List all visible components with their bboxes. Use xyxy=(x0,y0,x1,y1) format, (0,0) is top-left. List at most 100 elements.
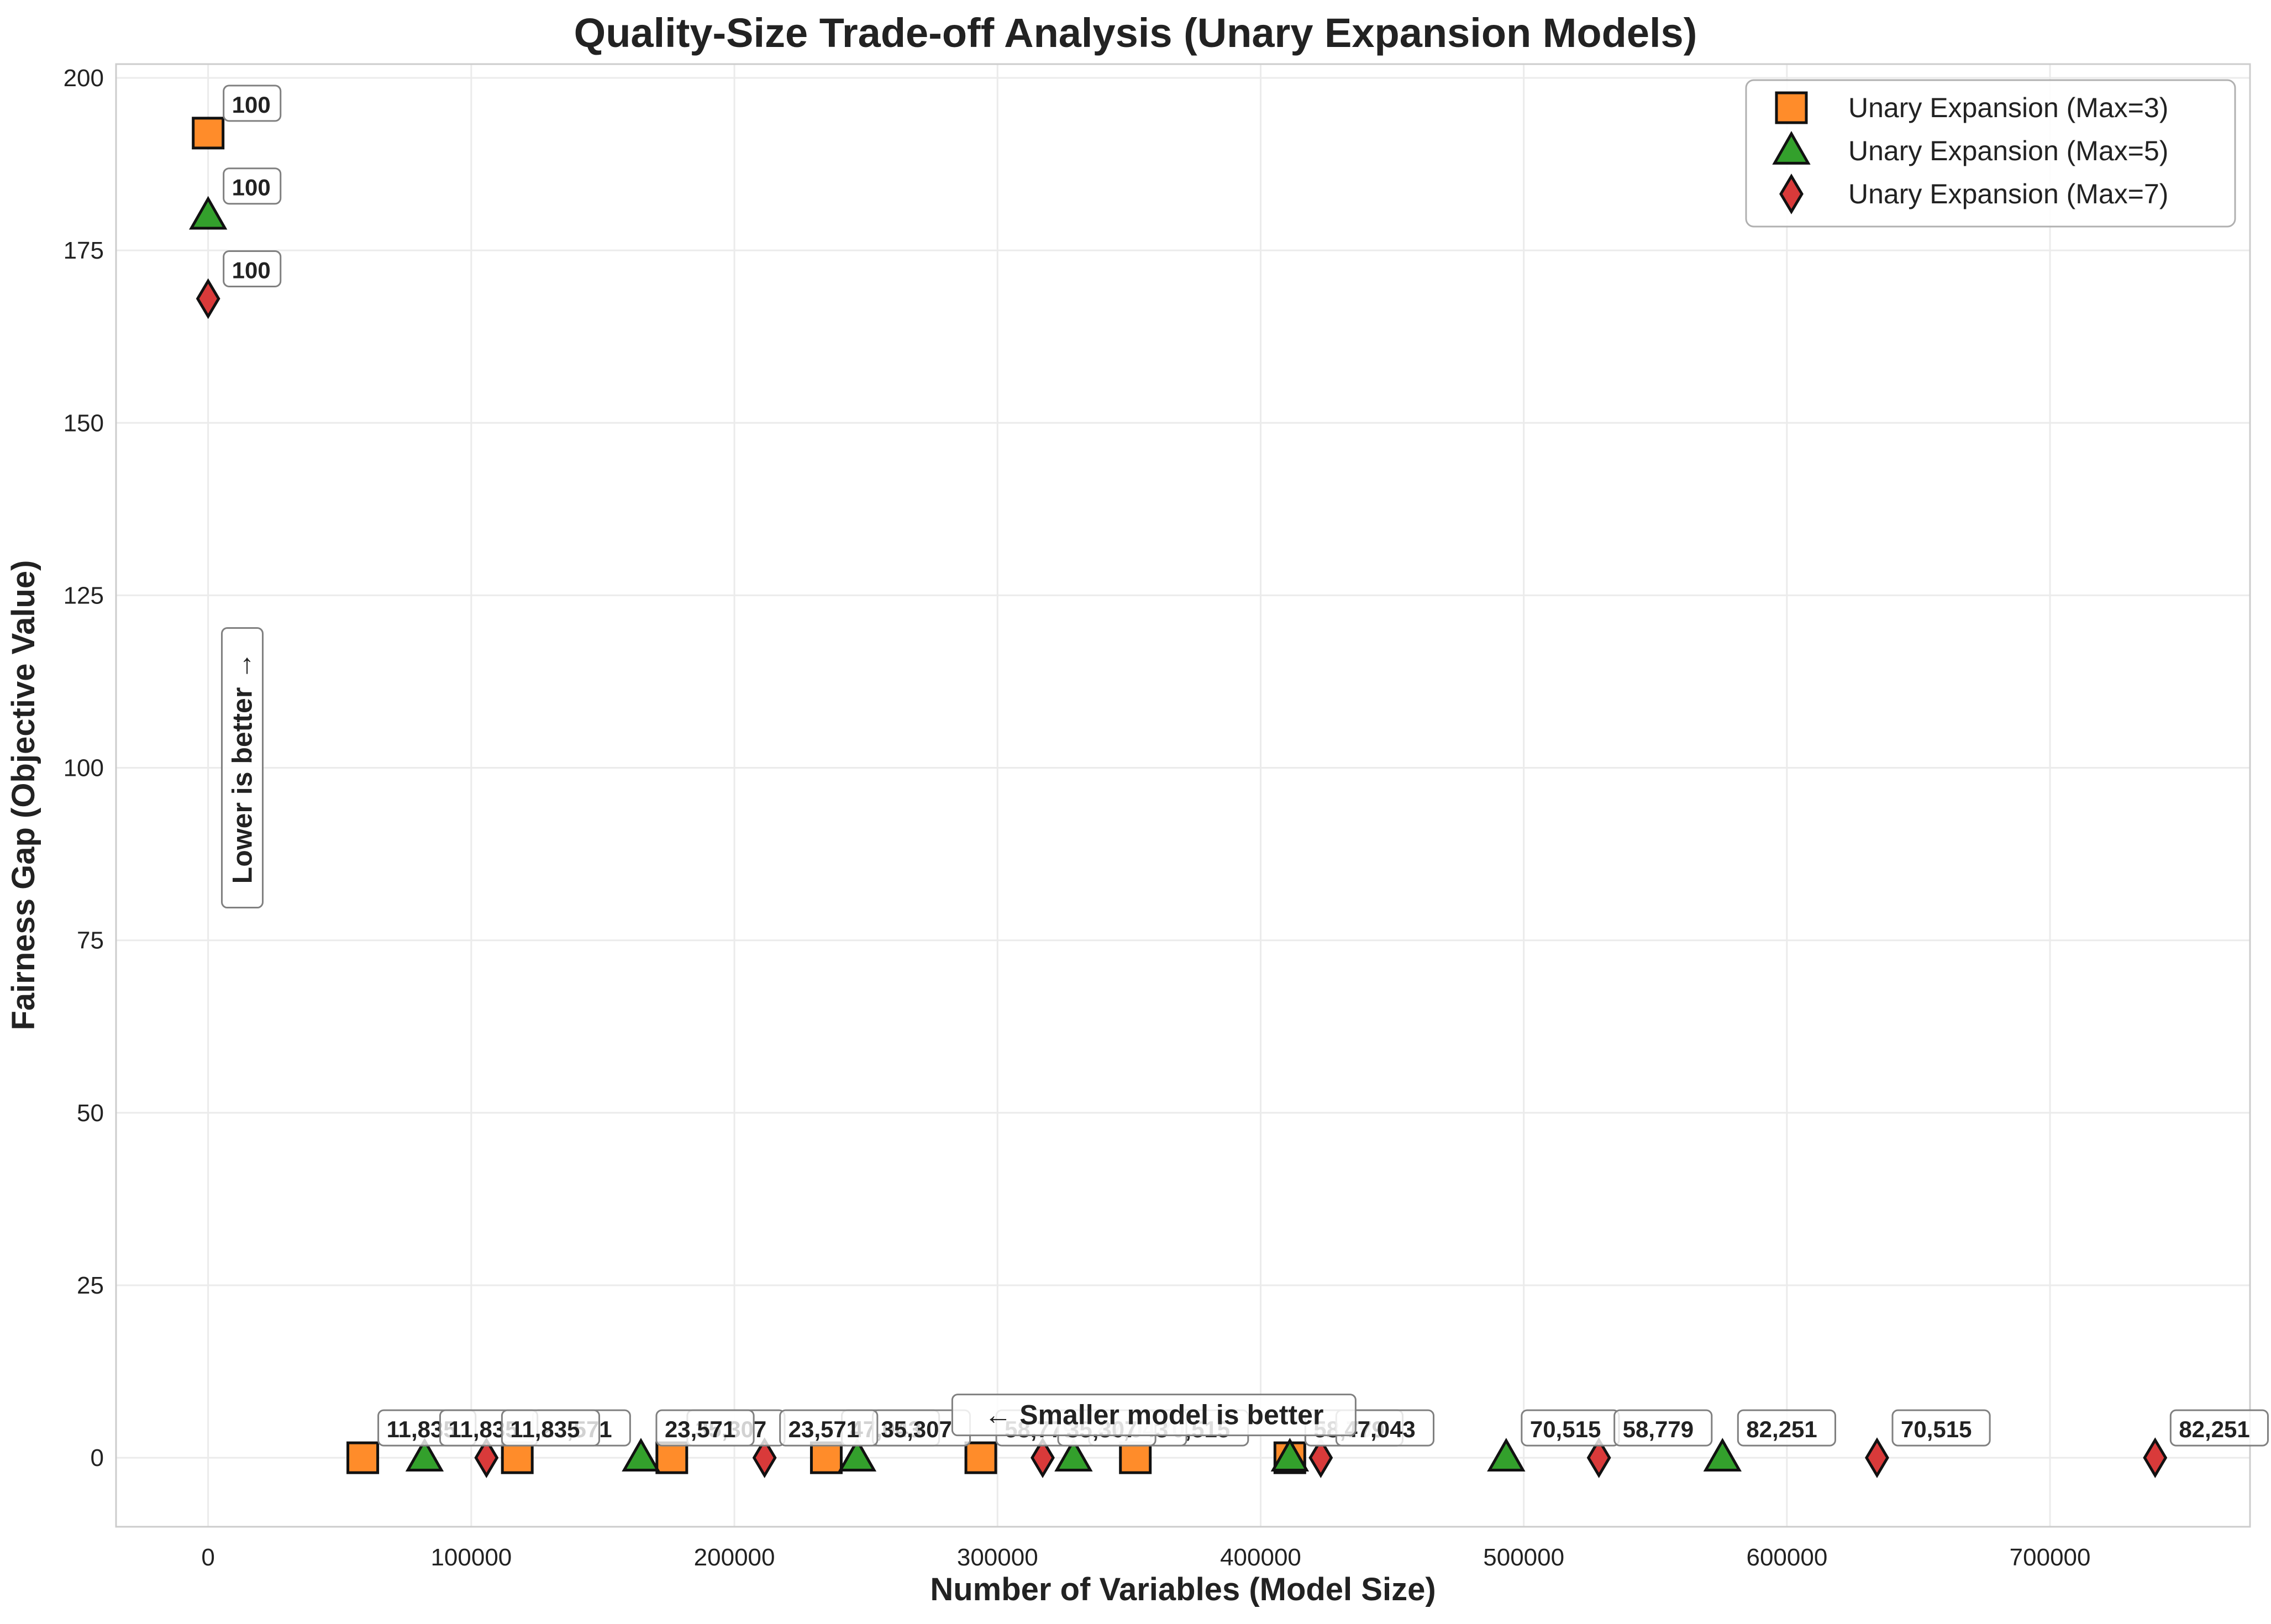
diamond-point xyxy=(1031,1437,1055,1479)
label-box xyxy=(655,1409,755,1447)
triangle-point xyxy=(188,196,228,230)
label-box xyxy=(223,250,282,288)
diamond-point xyxy=(752,1437,777,1479)
annotation-text: ← Smaller model is better xyxy=(984,1400,1323,1431)
label-text: 23,571 xyxy=(665,1416,735,1442)
y-tick-label: 75 xyxy=(77,927,104,954)
square-point xyxy=(501,1441,534,1474)
diamond-point xyxy=(1865,1437,1889,1479)
legend-triangle-icon xyxy=(1772,130,1811,165)
triangle-point xyxy=(622,1438,660,1471)
diamond-point xyxy=(196,278,220,319)
y-tick-label: 150 xyxy=(64,409,104,437)
diamond-point xyxy=(1586,1437,1611,1479)
x-tick-label: 100000 xyxy=(430,1544,512,1571)
data-label: 70,515 xyxy=(1521,1409,1620,1447)
label-text: 100 xyxy=(232,175,271,201)
annotation-text: Lower is better → xyxy=(227,652,257,884)
square-point xyxy=(964,1441,997,1474)
data-label: 35,307 xyxy=(871,1409,971,1447)
data-label: 70,515 xyxy=(1891,1409,1991,1447)
legend-square-icon xyxy=(1775,91,1808,124)
label-box xyxy=(779,1409,879,1447)
label-box xyxy=(223,85,282,122)
annotation-smaller-is-better: ← Smaller model is better xyxy=(951,1394,1357,1437)
y-axis-ticks: 0 25 50 75 100 125 150 175 200 xyxy=(64,65,104,1471)
legend: Unary Expansion (Max=3) Unary Expansion (… xyxy=(1745,79,2236,228)
y-tick-label: 0 xyxy=(91,1444,104,1471)
data-label: 100 xyxy=(223,85,282,122)
label-text: 100 xyxy=(232,92,271,118)
y-tick-label: 200 xyxy=(64,65,104,92)
series-max-7 xyxy=(196,278,2168,1479)
legend-diamond-icon xyxy=(1779,174,1804,214)
x-tick-label: 0 xyxy=(201,1544,214,1571)
data-label: 82,251 xyxy=(2169,1409,2269,1447)
label-text: 82,251 xyxy=(1746,1416,1817,1442)
legend-entry: Unary Expansion (Max=7) xyxy=(1779,174,2168,214)
triangle-point xyxy=(405,1438,444,1471)
label-text: 23,571 xyxy=(788,1416,859,1442)
x-tick-label: 500000 xyxy=(1483,1544,1564,1571)
x-axis-label: Number of Variables (Model Size) xyxy=(930,1572,1436,1607)
square-point xyxy=(655,1441,688,1474)
triangle-point xyxy=(1054,1438,1093,1471)
y-tick-label: 100 xyxy=(64,755,104,782)
square-point xyxy=(346,1441,380,1474)
x-axis-ticks: 0 100000 200000 300000 400000 500000 600000 700… xyxy=(201,1544,2090,1571)
triangle-point xyxy=(1487,1438,1526,1471)
legend-entry: Unary Expansion (Max=5) xyxy=(1772,130,2168,166)
label-box xyxy=(1613,1409,1713,1447)
label-box xyxy=(501,1409,601,1447)
diamond-point xyxy=(2143,1437,2168,1479)
label-box xyxy=(2169,1409,2269,1447)
legend-label: Unary Expansion (Max=7) xyxy=(1848,178,2168,209)
label-text: 82,251 xyxy=(2179,1416,2249,1442)
x-tick-label: 300000 xyxy=(957,1544,1038,1571)
square-point xyxy=(192,117,225,150)
chart-title: Quality-Size Trade-off Analysis (Unary E… xyxy=(574,10,1697,56)
annotation-lower-is-better: Lower is better → xyxy=(220,627,264,909)
data-label: 58,779 xyxy=(1613,1409,1713,1447)
annotation-box xyxy=(951,1394,1357,1437)
data-label: 100 xyxy=(223,167,282,205)
legend-label: Unary Expansion (Max=5) xyxy=(1848,135,2168,166)
y-tick-label: 175 xyxy=(64,237,104,264)
series-max-5 xyxy=(188,196,1742,1471)
data-label: 11,835 xyxy=(501,1409,601,1447)
x-tick-label: 200000 xyxy=(694,1544,775,1571)
y-tick-label: 25 xyxy=(77,1272,104,1299)
label-box xyxy=(1737,1409,1836,1447)
label-text: 70,515 xyxy=(1530,1416,1601,1442)
label-text: 35,307 xyxy=(881,1416,951,1442)
label-text: 70,515 xyxy=(1901,1416,1972,1442)
annotation-box xyxy=(220,627,264,909)
data-label: 23,571 xyxy=(655,1409,755,1447)
x-tick-label: 400000 xyxy=(1220,1544,1301,1571)
triangle-point xyxy=(1270,1438,1310,1471)
plot-area xyxy=(115,63,2251,1528)
triangle-point xyxy=(1703,1438,1742,1471)
legend-label: Unary Expansion (Max=3) xyxy=(1848,92,2168,123)
data-label: 23,571 xyxy=(779,1409,879,1447)
label-box xyxy=(223,167,282,205)
square-point xyxy=(1119,1441,1152,1474)
data-label: 100 xyxy=(223,250,282,288)
x-tick-label: 600000 xyxy=(1746,1544,1827,1571)
triangle-point xyxy=(838,1438,877,1471)
y-tick-label: 125 xyxy=(64,582,104,609)
label-text: 100 xyxy=(232,257,271,283)
gridlines xyxy=(116,64,2250,1527)
annotations: Lower is better → ← Smaller model is bett… xyxy=(220,627,1357,1437)
legend-entry: Unary Expansion (Max=3) xyxy=(1775,91,2168,124)
label-box xyxy=(1891,1409,1991,1447)
y-axis-label: Fairness Gap (Objective Value) xyxy=(6,560,41,1031)
square-point xyxy=(809,1441,843,1474)
x-tick-label: 700000 xyxy=(2010,1544,2091,1571)
diamond-point xyxy=(474,1437,499,1479)
diamond-point xyxy=(1308,1437,1333,1479)
label-text: 11,835 xyxy=(510,1416,580,1442)
data-label: 82,251 xyxy=(1737,1409,1836,1447)
